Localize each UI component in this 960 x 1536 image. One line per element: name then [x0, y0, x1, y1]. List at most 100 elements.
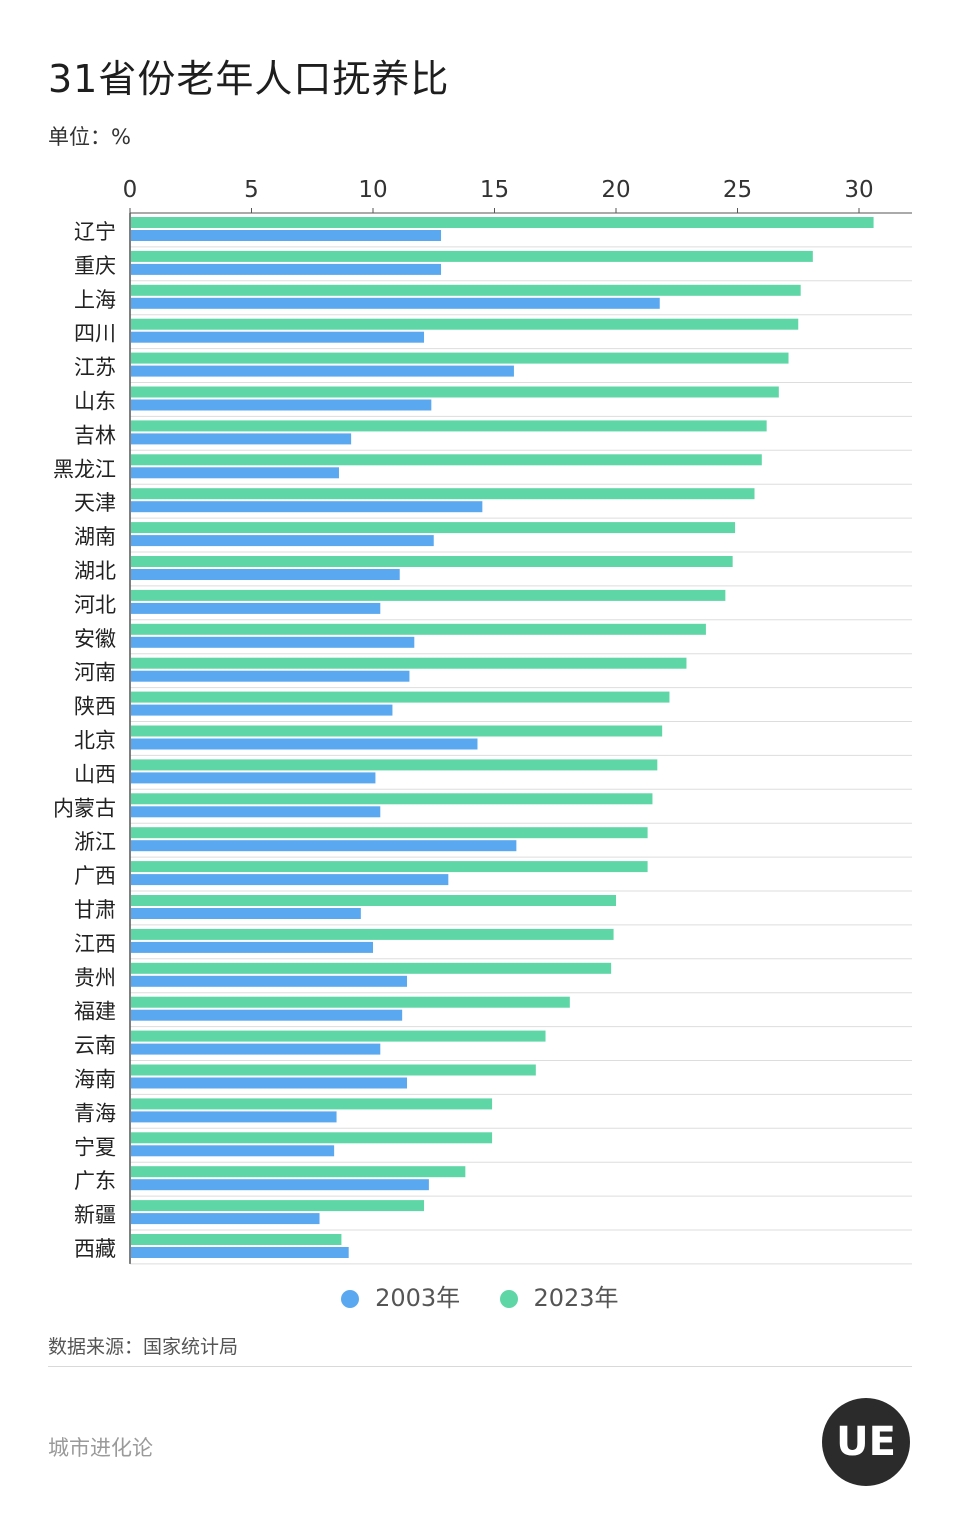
bar-2003	[131, 1009, 403, 1021]
legend-item-2003: 2003年	[341, 1278, 460, 1313]
category-label: 海南	[74, 1068, 116, 1092]
bar-2023	[131, 217, 874, 228]
bar-2023	[131, 284, 801, 296]
category-label: 四川	[74, 322, 116, 346]
category-label: 安徽	[74, 627, 116, 651]
bar-2023	[131, 1166, 466, 1178]
category-label: 江苏	[74, 356, 116, 380]
bar-2023	[131, 488, 755, 500]
category-label: 河南	[74, 661, 116, 685]
bar-2003	[131, 230, 442, 241]
bar-2003	[131, 1179, 429, 1191]
bar-2023	[131, 352, 789, 364]
category-label: 广东	[74, 1169, 116, 1193]
bar-2003	[131, 1077, 408, 1089]
bar-2023	[131, 589, 726, 601]
brand-logo: UE	[822, 1398, 910, 1486]
unit-label: 单位：%	[48, 125, 131, 149]
bar-2003	[131, 670, 410, 682]
category-label: 北京	[74, 729, 116, 753]
bar-2023	[131, 691, 670, 703]
bar-2023	[131, 962, 612, 974]
category-label: 重庆	[74, 254, 116, 278]
category-label: 新疆	[74, 1203, 116, 1227]
bar-2003	[131, 1111, 337, 1123]
bar-2023	[131, 928, 614, 940]
bar-2023	[131, 556, 733, 567]
bar-chart: 0 5 10 15 20 25 30 辽宁重庆上海四川江苏山东吉林黑龙江天津湖南湖北河北安徽河…	[53, 177, 912, 1265]
bar-2023	[131, 827, 648, 839]
x-tick-label: 25	[723, 177, 752, 203]
legend-dot-2003	[341, 1290, 360, 1308]
bar-2003	[131, 467, 339, 479]
chart-legend: 2003年 2023年	[0, 1278, 960, 1313]
category-label: 福建	[74, 1000, 116, 1024]
legend-label-2023: 2023年	[533, 1284, 619, 1312]
bar-2003	[131, 1247, 349, 1258]
bar-2003	[131, 399, 432, 411]
bar-2003	[131, 1213, 320, 1225]
bar-2003	[131, 1145, 335, 1157]
bar-2003	[131, 602, 381, 614]
bar-2003	[131, 501, 483, 513]
bar-2003	[131, 874, 449, 886]
bar-2023	[131, 725, 663, 737]
brand-logo-text: UE	[836, 1419, 896, 1465]
bar-2003	[131, 636, 415, 648]
divider	[48, 1366, 912, 1367]
x-tick-label: 30	[844, 177, 873, 203]
bar-2003	[131, 975, 408, 987]
bar-2023	[131, 1200, 425, 1212]
category-label: 黑龙江	[53, 457, 116, 481]
bar-2003	[131, 941, 373, 953]
category-label: 云南	[74, 1034, 116, 1058]
bar-2003	[131, 331, 425, 343]
bar-2003	[131, 772, 376, 784]
bar-2023	[131, 996, 570, 1008]
chart-title: 31省份老年人口抚养比	[48, 57, 450, 101]
bar-2023	[131, 861, 648, 873]
x-tick-label: 20	[601, 177, 630, 203]
bar-2023	[131, 759, 658, 771]
bar-2023	[131, 318, 799, 330]
x-tick-label: 15	[480, 177, 509, 203]
legend-item-2023: 2023年	[499, 1278, 619, 1313]
legend-label-2003: 2003年	[375, 1284, 461, 1312]
category-label: 宁夏	[74, 1135, 116, 1159]
category-label: 天津	[74, 491, 116, 515]
bar-2003	[131, 738, 478, 750]
category-label: 辽宁	[74, 220, 116, 244]
bar-2003	[131, 297, 660, 309]
category-label: 贵州	[74, 966, 116, 990]
category-label: 吉林	[74, 423, 116, 447]
category-label: 江西	[74, 932, 116, 956]
category-label: 浙江	[74, 830, 116, 854]
category-label: 西藏	[74, 1237, 116, 1261]
category-label: 陕西	[74, 695, 116, 719]
x-tick-label: 0	[123, 177, 138, 203]
bar-2023	[131, 454, 762, 466]
category-label: 湖北	[74, 559, 116, 583]
bar-2003	[131, 1043, 381, 1055]
bar-2003	[131, 704, 393, 716]
bar-2003	[131, 365, 514, 377]
bar-2023	[131, 420, 767, 432]
bar-2023	[131, 623, 706, 635]
category-label: 内蒙古	[53, 796, 116, 820]
bar-2003	[131, 840, 517, 852]
category-label: 广西	[74, 864, 116, 888]
bar-2003	[131, 569, 400, 580]
bar-2023	[131, 386, 779, 398]
bar-2023	[131, 895, 616, 906]
category-label: 河北	[74, 593, 116, 617]
bar-2023	[131, 1030, 546, 1042]
bar-2023	[131, 657, 687, 669]
x-tick-label: 10	[358, 177, 387, 203]
x-tick-label: 5	[244, 177, 259, 203]
category-label: 青海	[74, 1101, 116, 1125]
bar-2003	[131, 535, 434, 547]
category-label: 山东	[74, 390, 116, 414]
category-label: 湖南	[74, 525, 116, 549]
bar-2023	[131, 1234, 342, 1245]
bar-2003	[131, 433, 352, 445]
